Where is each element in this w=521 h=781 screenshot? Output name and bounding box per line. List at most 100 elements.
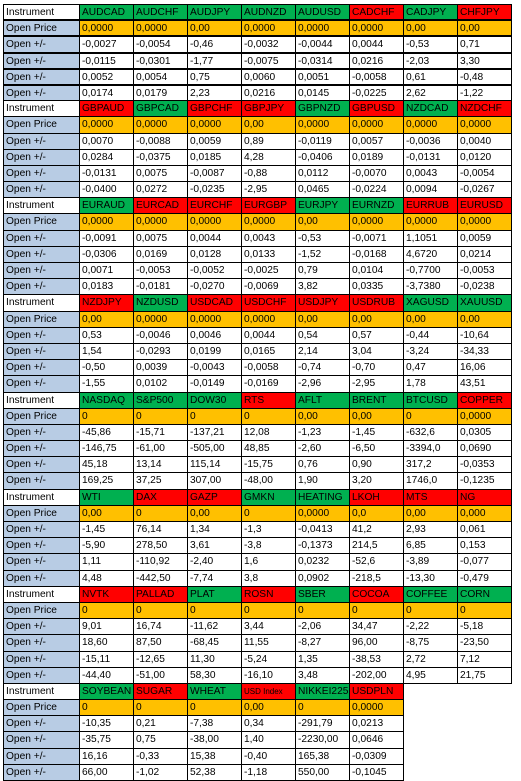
- open-delta-cell[interactable]: 214,5: [350, 538, 404, 555]
- open-delta-cell[interactable]: -0,0053: [134, 263, 188, 280]
- open-price-cell[interactable]: 0,0000: [350, 214, 404, 231]
- open-delta-cell[interactable]: -61,00: [134, 441, 188, 458]
- instrument-name-cell[interactable]: AFLT: [296, 392, 350, 409]
- instrument-name-cell[interactable]: GAZP: [188, 489, 242, 506]
- open-delta-cell[interactable]: 0,0094: [404, 182, 458, 199]
- instrument-name-cell[interactable]: CADJPY: [404, 4, 458, 21]
- open-delta-cell[interactable]: 317,2: [404, 457, 458, 474]
- open-price-cell[interactable]: 0,0000: [404, 214, 458, 231]
- instrument-name-cell[interactable]: CADCHF: [350, 4, 404, 21]
- open-price-cell[interactable]: 0: [188, 408, 242, 425]
- open-delta-cell[interactable]: -0,0075: [242, 52, 296, 69]
- instrument-name-cell[interactable]: USD Index: [242, 683, 296, 701]
- open-price-cell[interactable]: 0,0000: [404, 117, 458, 134]
- open-price-cell[interactable]: 0: [188, 602, 242, 620]
- open-delta-cell[interactable]: 87,50: [134, 635, 188, 652]
- open-delta-cell[interactable]: -505,00: [188, 441, 242, 458]
- open-price-cell[interactable]: 0,00: [458, 311, 512, 328]
- open-delta-cell[interactable]: 0,0214: [458, 246, 512, 263]
- open-price-cell[interactable]: 0,00: [242, 700, 296, 717]
- open-delta-cell[interactable]: -1,02: [134, 764, 188, 781]
- open-delta-cell[interactable]: -3,7380: [404, 279, 458, 296]
- open-delta-cell[interactable]: -2,60: [296, 441, 350, 458]
- open-delta-cell[interactable]: -1,22: [458, 84, 512, 102]
- open-price-cell[interactable]: 0,0000: [296, 20, 350, 37]
- open-price-cell[interactable]: 0,00: [296, 408, 350, 425]
- open-delta-cell[interactable]: -0,0238: [458, 279, 512, 296]
- instrument-name-cell[interactable]: AUDCHF: [134, 4, 188, 21]
- instrument-name-cell[interactable]: DAX: [134, 489, 188, 506]
- open-delta-cell[interactable]: -23,50: [458, 635, 512, 652]
- open-delta-cell[interactable]: 0,0044: [242, 327, 296, 344]
- open-delta-cell[interactable]: 0,61: [404, 68, 458, 85]
- open-delta-cell[interactable]: -38,53: [350, 651, 404, 668]
- open-delta-cell[interactable]: -0,0267: [458, 182, 512, 199]
- open-delta-cell[interactable]: -0,0044: [296, 36, 350, 53]
- open-delta-cell[interactable]: -1,45: [80, 522, 134, 539]
- open-price-cell[interactable]: 0,0: [350, 505, 404, 522]
- open-delta-cell[interactable]: 0,0051: [296, 68, 350, 85]
- instrument-name-cell[interactable]: GBPAUD: [80, 101, 134, 118]
- open-delta-cell[interactable]: 18,60: [80, 635, 134, 652]
- open-delta-cell[interactable]: 0,75: [188, 68, 242, 85]
- open-delta-cell[interactable]: 1746,0: [404, 473, 458, 490]
- open-delta-cell[interactable]: -8,27: [296, 635, 350, 652]
- open-delta-cell[interactable]: -2,95: [242, 182, 296, 199]
- open-delta-cell[interactable]: -632,6: [404, 424, 458, 442]
- open-delta-cell[interactable]: -2,40: [188, 554, 242, 571]
- open-price-cell[interactable]: 0: [458, 602, 512, 620]
- open-delta-cell[interactable]: 12,08: [242, 424, 296, 442]
- instrument-name-cell[interactable]: S&P500: [134, 392, 188, 409]
- open-price-cell[interactable]: 0,00: [242, 117, 296, 134]
- open-price-cell[interactable]: 0,0000: [458, 214, 512, 231]
- open-price-cell[interactable]: 0,00: [188, 505, 242, 522]
- open-price-cell[interactable]: 0,0000: [350, 20, 404, 37]
- open-delta-cell[interactable]: -0,0043: [188, 360, 242, 377]
- open-delta-cell[interactable]: 4,95: [404, 667, 458, 684]
- open-delta-cell[interactable]: 41,2: [350, 522, 404, 539]
- open-price-cell[interactable]: 0,0000: [296, 117, 350, 134]
- instrument-name-cell[interactable]: HEATING: [296, 489, 350, 506]
- open-delta-cell[interactable]: 4,48: [80, 570, 134, 587]
- open-price-cell[interactable]: 0,000: [458, 505, 512, 522]
- open-delta-cell[interactable]: 3,04: [350, 343, 404, 361]
- open-delta-cell[interactable]: 45,18: [80, 457, 134, 474]
- open-price-cell[interactable]: 0: [80, 700, 134, 717]
- open-price-cell[interactable]: 0,0000: [134, 214, 188, 231]
- instrument-name-cell[interactable]: EURUSD: [458, 198, 512, 215]
- open-delta-cell[interactable]: -0,1235: [458, 473, 512, 490]
- open-delta-cell[interactable]: 3,82: [296, 279, 350, 296]
- open-delta-cell[interactable]: -0,0025: [242, 263, 296, 280]
- open-delta-cell[interactable]: -0,0406: [296, 149, 350, 166]
- open-delta-cell[interactable]: 550,00: [296, 764, 350, 781]
- open-delta-cell[interactable]: 0,0902: [296, 570, 350, 587]
- open-price-cell[interactable]: 0: [134, 505, 188, 522]
- open-delta-cell[interactable]: -0,0032: [242, 36, 296, 53]
- open-price-cell[interactable]: 0,0000: [458, 408, 512, 425]
- open-delta-cell[interactable]: 0,71: [458, 36, 512, 53]
- instrument-name-cell[interactable]: NZDJPY: [80, 295, 134, 312]
- open-delta-cell[interactable]: -0,0306: [80, 246, 134, 263]
- open-delta-cell[interactable]: 2,23: [188, 84, 242, 102]
- open-price-cell[interactable]: 0,0000: [350, 117, 404, 134]
- instrument-name-cell[interactable]: AUDJPY: [188, 4, 242, 21]
- open-price-cell[interactable]: 0,00: [350, 311, 404, 328]
- open-delta-cell[interactable]: -12,65: [134, 651, 188, 668]
- open-delta-cell[interactable]: -3394,0: [404, 441, 458, 458]
- open-delta-cell[interactable]: 2,62: [404, 84, 458, 102]
- open-delta-cell[interactable]: 0,0169: [134, 246, 188, 263]
- open-price-cell[interactable]: 0,0000: [80, 214, 134, 231]
- instrument-name-cell[interactable]: XAGUSD: [404, 295, 458, 312]
- open-delta-cell[interactable]: -0,33: [134, 748, 188, 765]
- open-delta-cell[interactable]: 0,0128: [188, 246, 242, 263]
- instrument-name-cell[interactable]: EURGBP: [242, 198, 296, 215]
- instrument-name-cell[interactable]: COCOA: [350, 586, 404, 603]
- open-delta-cell[interactable]: 0,0305: [458, 424, 512, 442]
- open-price-cell[interactable]: 0,0000: [296, 505, 350, 522]
- open-price-cell[interactable]: 0,00: [296, 311, 350, 328]
- open-price-cell[interactable]: 0: [404, 408, 458, 425]
- instrument-name-cell[interactable]: XAUUSD: [458, 295, 512, 312]
- open-delta-cell[interactable]: -0,0088: [134, 133, 188, 150]
- instrument-name-cell[interactable]: RTS: [242, 392, 296, 409]
- instrument-name-cell[interactable]: GBPJPY: [242, 101, 296, 118]
